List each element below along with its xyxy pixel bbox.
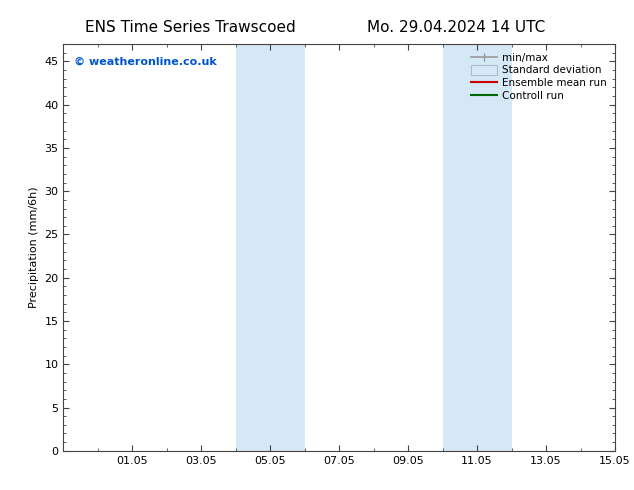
Legend: min/max, Standard deviation, Ensemble mean run, Controll run: min/max, Standard deviation, Ensemble me… bbox=[467, 49, 610, 104]
Y-axis label: Precipitation (mm/6h): Precipitation (mm/6h) bbox=[29, 187, 39, 308]
Text: Mo. 29.04.2024 14 UTC: Mo. 29.04.2024 14 UTC bbox=[367, 20, 546, 35]
Text: © weatheronline.co.uk: © weatheronline.co.uk bbox=[74, 56, 217, 66]
Text: ENS Time Series Trawscoed: ENS Time Series Trawscoed bbox=[85, 20, 295, 35]
Bar bbox=[236, 44, 305, 451]
Bar bbox=[443, 44, 512, 451]
